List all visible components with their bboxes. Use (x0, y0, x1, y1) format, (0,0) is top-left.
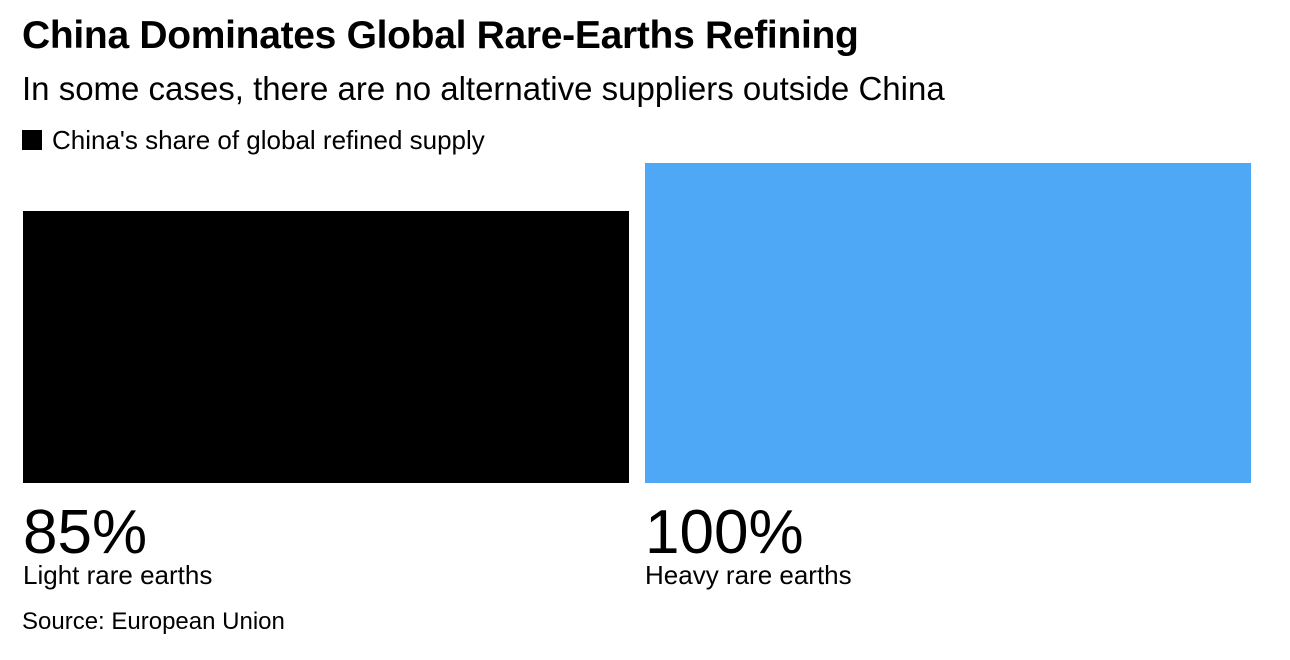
legend: China's share of global refined supply (22, 124, 485, 156)
value-label-1: 100% (645, 498, 804, 567)
value-label-0: 85% (23, 498, 147, 567)
category-label-0: Light rare earths (23, 560, 212, 590)
bar-1 (645, 163, 1251, 483)
source-note: Source: European Union (22, 608, 285, 635)
chart-subtitle: In some cases, there are no alternative … (22, 70, 945, 107)
bars-group (23, 163, 1251, 483)
labels-group: 85%Light rare earths 100%Heavy rare earth… (23, 498, 852, 590)
bar-0 (23, 211, 629, 483)
legend-label: China's share of global refined supply (52, 124, 485, 155)
category-label-1: Heavy rare earths (645, 560, 852, 590)
bar-chart: 85%Light rare earths 100%Heavy rare earth… (23, 163, 1251, 590)
legend-swatch (22, 130, 42, 150)
chart-title: China Dominates Global Rare-Earths Refin… (22, 14, 859, 57)
